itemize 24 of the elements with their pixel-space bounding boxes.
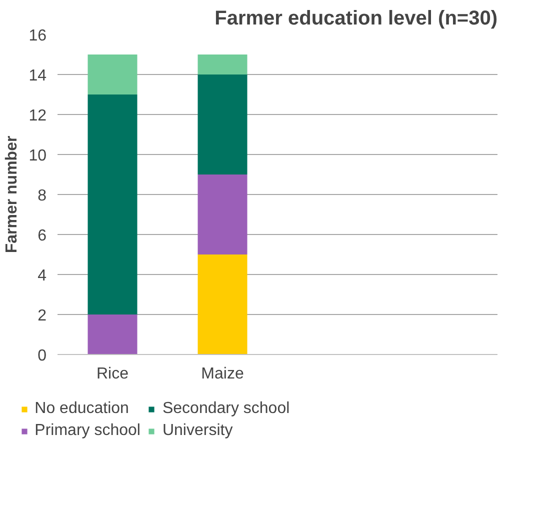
y-tick-label: 8 bbox=[38, 188, 47, 204]
bar bbox=[88, 54, 138, 94]
y-tick-label: 2 bbox=[38, 308, 47, 324]
chart-title: Farmer education level (n=30) bbox=[214, 8, 498, 30]
bar bbox=[198, 254, 248, 354]
bar bbox=[198, 174, 248, 254]
legend-label: No education bbox=[34, 400, 129, 418]
bar bbox=[88, 314, 138, 354]
x-tick-label: Rice bbox=[96, 366, 129, 382]
y-axis-title: Farmer number bbox=[4, 136, 21, 254]
y-tick-label: 6 bbox=[38, 228, 47, 244]
x-tick-label: Maize bbox=[201, 366, 244, 382]
y-tick-label: 14 bbox=[28, 68, 47, 84]
y-tick-label: 0 bbox=[38, 348, 47, 364]
y-tick-label: 4 bbox=[38, 268, 47, 284]
legend-label: University bbox=[162, 422, 233, 440]
y-tick-label: 10 bbox=[28, 148, 47, 164]
legend-label: Secondary school bbox=[162, 400, 290, 418]
bar bbox=[198, 74, 248, 174]
bar bbox=[88, 94, 138, 314]
y-tick-label: 16 bbox=[28, 28, 47, 44]
legend-label: Primary school bbox=[34, 422, 140, 440]
y-tick-label: 12 bbox=[28, 108, 47, 124]
bar bbox=[198, 54, 248, 74]
